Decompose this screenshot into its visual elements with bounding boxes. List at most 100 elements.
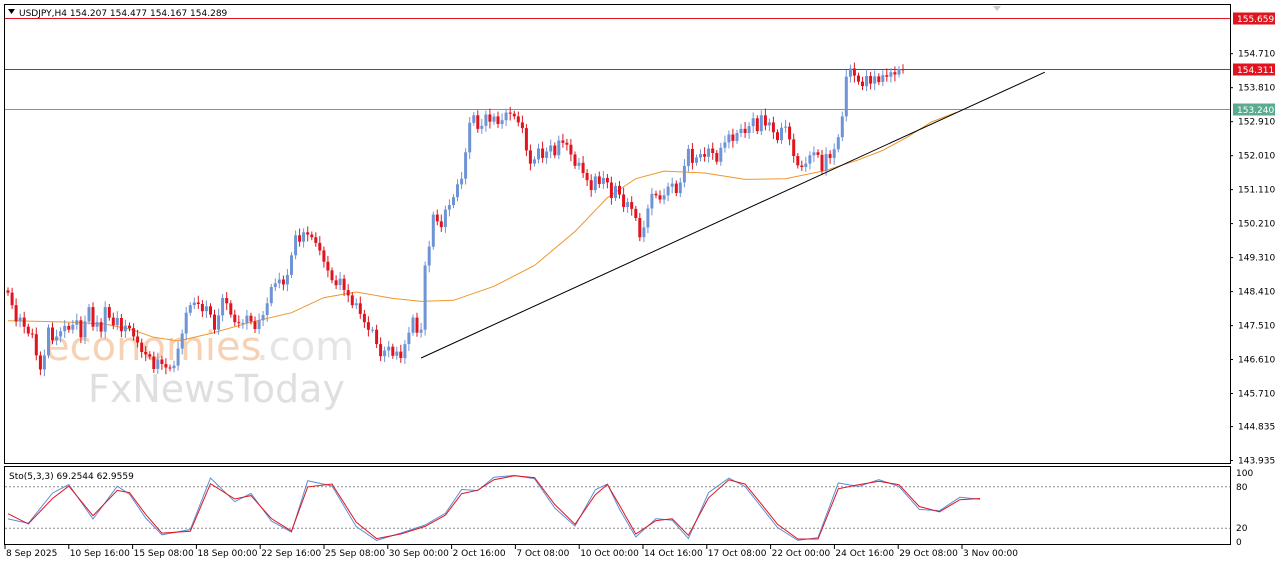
bear-candle — [788, 122, 792, 146]
candle-body — [338, 278, 342, 286]
bear-candle — [488, 108, 492, 129]
bear-candle — [763, 108, 767, 131]
bull-candle — [650, 187, 654, 216]
bear-candle — [508, 106, 512, 121]
candle-body — [204, 306, 208, 312]
bear-candle — [148, 351, 152, 360]
bear-candle — [524, 124, 528, 157]
candle-body — [237, 322, 241, 324]
candle-body — [184, 312, 188, 334]
bear-candle — [852, 62, 856, 83]
bear-candle — [541, 141, 545, 163]
candle-body — [889, 72, 893, 77]
bull-candle — [626, 198, 630, 213]
bull-candle — [848, 64, 852, 83]
candle-body — [156, 359, 160, 369]
candle-body — [642, 227, 646, 238]
candle-body — [545, 151, 549, 158]
candle-body — [480, 125, 484, 129]
candle-body — [136, 336, 140, 343]
candle-body — [626, 202, 630, 207]
bull-candle — [824, 147, 828, 176]
price-tick-label: 147.510 — [1238, 322, 1275, 332]
candle-body — [67, 325, 71, 330]
bull-candle — [156, 352, 160, 374]
candle-body — [221, 298, 225, 316]
candle-body — [257, 320, 261, 329]
bull-candle — [484, 110, 488, 132]
candle-body — [678, 182, 682, 194]
candle-body — [63, 325, 67, 332]
bull-candle — [670, 177, 674, 194]
candle-body — [492, 116, 496, 122]
level-tag — [1233, 103, 1275, 116]
candle-body — [695, 157, 698, 163]
bull-candle — [277, 272, 281, 289]
bear-candle — [630, 196, 634, 216]
bear-candle — [322, 246, 326, 268]
candle-body — [18, 317, 22, 322]
candle-body — [233, 314, 237, 323]
stoch-level-label: 0 — [1236, 538, 1242, 548]
bear-candle — [99, 318, 103, 338]
candle-body — [91, 307, 95, 327]
candle-body — [885, 75, 889, 77]
candle-body — [172, 365, 176, 369]
candle-body — [739, 128, 743, 133]
candle-body — [719, 147, 723, 162]
bear-candle — [229, 300, 233, 318]
bull-candle — [460, 171, 464, 190]
candle-body — [83, 321, 87, 338]
bull-candle — [881, 70, 885, 86]
bear-candle — [164, 358, 168, 375]
bear-candle — [140, 338, 144, 358]
stochastic: 100 80 20 0 — [5, 469, 1253, 548]
price-tick-label: 149.310 — [1238, 254, 1275, 264]
candle-body — [682, 165, 686, 183]
candle-body — [755, 118, 759, 132]
price-tick-label: 150.210 — [1238, 220, 1275, 230]
candle-body — [618, 185, 621, 195]
bull-candle — [419, 322, 423, 338]
level-tag — [1233, 63, 1275, 76]
bear-candle — [91, 302, 95, 331]
bear-candle — [10, 287, 14, 310]
candle-body — [573, 154, 577, 166]
price-tick-label: 153.810 — [1238, 84, 1275, 94]
bull-candle — [468, 117, 472, 160]
candle-body — [55, 336, 59, 341]
stoch-level-label: 80 — [1236, 483, 1248, 493]
bear-candle — [346, 284, 350, 303]
candle-body — [844, 76, 848, 117]
candle-body — [699, 154, 702, 158]
candle-body — [140, 342, 144, 352]
shift-marker-icon[interactable] — [993, 6, 1001, 11]
bull-candle — [176, 341, 180, 371]
trendline[interactable] — [420, 71, 1046, 359]
stoch-level-label: 20 — [1236, 524, 1248, 534]
bull-candle — [662, 188, 666, 205]
candles — [6, 62, 905, 377]
bull-candle — [601, 171, 605, 189]
candle-body — [10, 292, 14, 306]
stoch-level-label: 100 — [1236, 469, 1253, 479]
oscillator-label: Sto(5,3,3) 69.2544 62.9559 — [9, 472, 134, 482]
oscillator-frame — [4, 466, 1231, 545]
candle-body — [638, 218, 642, 238]
bull-candle — [751, 112, 755, 133]
candle-body — [366, 322, 370, 330]
bear-candle — [816, 149, 820, 158]
bear-candle — [334, 275, 338, 290]
candle-body — [516, 116, 520, 123]
time-tick-label: 15 Sep 08:00 — [134, 549, 194, 559]
bear-candle — [67, 322, 71, 333]
bull-candle — [695, 154, 698, 166]
collapse-triangle-icon[interactable] — [8, 9, 15, 14]
bear-candle — [34, 327, 38, 361]
bear-candle — [237, 315, 241, 328]
bear-candle — [715, 150, 719, 165]
candle-body — [427, 246, 431, 266]
candle-body — [816, 152, 820, 155]
bull-candle — [865, 69, 869, 92]
